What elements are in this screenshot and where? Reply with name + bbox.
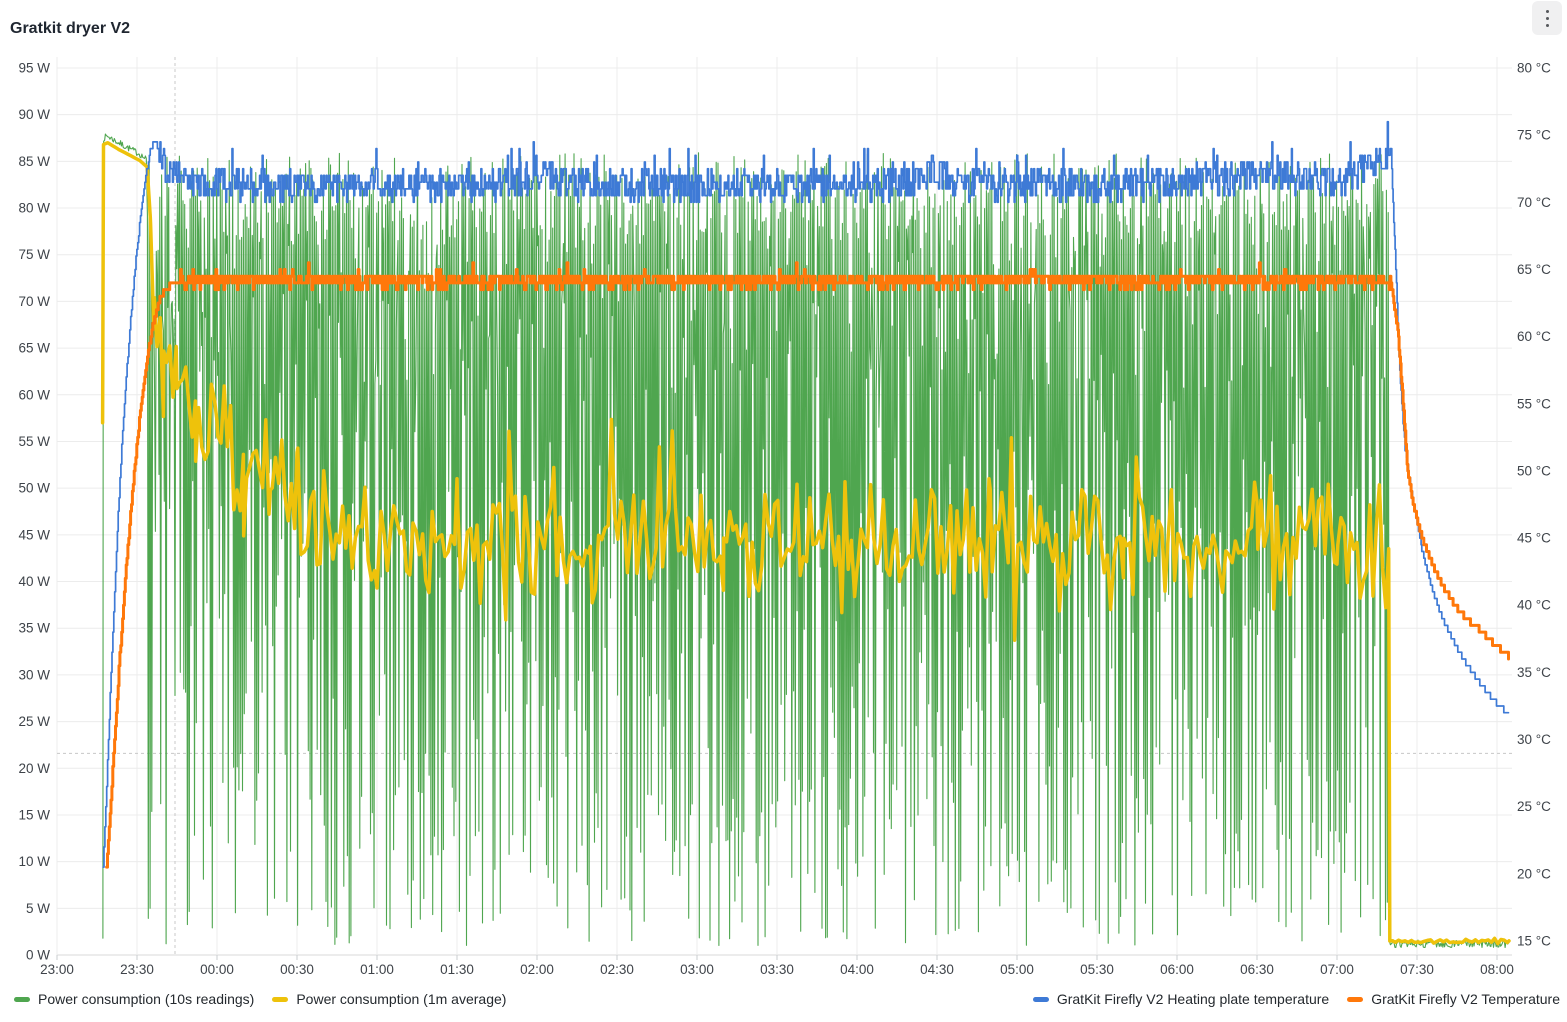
svg-text:05:30: 05:30 — [1080, 962, 1114, 977]
x-axis-labels: 23:00 23:30 00:00 00:30 01:00 01:30 02:00 02:30… — [40, 962, 1514, 977]
svg-text:06:00: 06:00 — [1160, 962, 1194, 977]
legend-label: GratKit Firefly V2 Temperature — [1371, 991, 1560, 1007]
svg-text:04:30: 04:30 — [920, 962, 954, 977]
svg-text:50 W: 50 W — [18, 481, 50, 496]
kebab-menu-icon — [1545, 9, 1549, 27]
svg-text:60 W: 60 W — [18, 387, 50, 402]
svg-text:30 W: 30 W — [18, 667, 50, 682]
legend: Power consumption (10s readings) Power co… — [0, 991, 1567, 1007]
svg-text:23:00: 23:00 — [40, 962, 74, 977]
panel-title[interactable]: Gratkit dryer V2 — [10, 20, 131, 38]
svg-text:40 W: 40 W — [18, 574, 50, 589]
left-axis-labels: 0 W 5 W 10 W 15 W 20 W 25 W 30 W 35 W 40 W 45 W 50… — [18, 61, 50, 963]
svg-text:55 W: 55 W — [18, 434, 50, 449]
legend-item[interactable]: Power consumption (10s readings) — [14, 991, 254, 1007]
svg-text:75 W: 75 W — [18, 247, 50, 262]
svg-text:70 °C: 70 °C — [1517, 195, 1551, 210]
svg-text:01:00: 01:00 — [360, 962, 394, 977]
svg-text:45 °C: 45 °C — [1517, 531, 1551, 546]
svg-text:25 W: 25 W — [18, 714, 50, 729]
svg-text:00:30: 00:30 — [280, 962, 314, 977]
svg-text:20 °C: 20 °C — [1517, 866, 1551, 881]
panel-menu-button[interactable] — [1532, 1, 1562, 35]
svg-text:40 °C: 40 °C — [1517, 598, 1551, 613]
series-chamber-temp — [105, 261, 1510, 869]
legend-label: Power consumption (10s readings) — [38, 991, 255, 1007]
svg-text:01:30: 01:30 — [440, 962, 474, 977]
svg-text:60 °C: 60 °C — [1517, 329, 1551, 344]
svg-text:03:00: 03:00 — [680, 962, 714, 977]
svg-text:06:30: 06:30 — [1240, 962, 1274, 977]
svg-text:80 °C: 80 °C — [1517, 61, 1551, 76]
svg-text:08:00: 08:00 — [1480, 962, 1514, 977]
series-power-1m — [100, 140, 1511, 946]
svg-text:55 °C: 55 °C — [1517, 396, 1551, 411]
svg-text:04:00: 04:00 — [840, 962, 874, 977]
svg-text:5 W: 5 W — [26, 901, 50, 916]
legend-item[interactable]: GratKit Firefly V2 Temperature — [1347, 991, 1560, 1007]
svg-text:07:30: 07:30 — [1400, 962, 1434, 977]
svg-text:20 W: 20 W — [18, 761, 50, 776]
svg-text:15 W: 15 W — [18, 807, 50, 822]
legend-swatch — [272, 996, 289, 1002]
series-heating-plate-temp — [102, 120, 1510, 868]
svg-text:65 W: 65 W — [18, 341, 50, 356]
svg-text:05:00: 05:00 — [1000, 962, 1034, 977]
svg-text:45 W: 45 W — [18, 527, 50, 542]
right-axis-labels: 15 °C 20 °C 25 °C 30 °C 35 °C 40 °C 45 °C 50 °C… — [1517, 61, 1551, 949]
svg-text:07:00: 07:00 — [1320, 962, 1354, 977]
svg-text:95 W: 95 W — [18, 61, 50, 76]
legend-swatch — [1032, 996, 1049, 1002]
svg-text:35 W: 35 W — [18, 621, 50, 636]
svg-text:03:30: 03:30 — [760, 962, 794, 977]
svg-text:35 °C: 35 °C — [1517, 665, 1551, 680]
legend-swatch — [1347, 996, 1364, 1002]
svg-text:00:00: 00:00 — [200, 962, 234, 977]
svg-text:90 W: 90 W — [18, 107, 50, 122]
legend-group-right: GratKit Firefly V2 Heating plate tempera… — [1032, 991, 1560, 1007]
time-series-chart[interactable]: 0 W 5 W 10 W 15 W 20 W 25 W 30 W 35 W 40 W 45 W 50… — [0, 0, 1567, 985]
svg-text:75 °C: 75 °C — [1517, 128, 1551, 143]
svg-text:85 W: 85 W — [18, 154, 50, 169]
svg-text:0 W: 0 W — [26, 948, 50, 963]
svg-text:25 °C: 25 °C — [1517, 799, 1551, 814]
legend-label: GratKit Firefly V2 Heating plate tempera… — [1056, 991, 1330, 1007]
legend-item[interactable]: GratKit Firefly V2 Heating plate tempera… — [1032, 991, 1330, 1007]
series-power-10s — [102, 133, 1510, 949]
svg-text:80 W: 80 W — [18, 201, 50, 216]
svg-text:23:30: 23:30 — [120, 962, 154, 977]
legend-label: Power consumption (1m average) — [296, 991, 507, 1007]
svg-text:10 W: 10 W — [18, 854, 50, 869]
svg-text:15 °C: 15 °C — [1517, 934, 1551, 949]
legend-item[interactable]: Power consumption (1m average) — [272, 991, 506, 1007]
svg-text:65 °C: 65 °C — [1517, 262, 1551, 277]
legend-group-left: Power consumption (10s readings) Power co… — [14, 991, 506, 1007]
legend-swatch — [14, 996, 30, 1002]
svg-text:70 W: 70 W — [18, 294, 50, 309]
svg-text:30 °C: 30 °C — [1517, 732, 1551, 747]
svg-text:50 °C: 50 °C — [1517, 463, 1551, 478]
svg-text:02:30: 02:30 — [600, 962, 634, 977]
svg-text:02:00: 02:00 — [520, 962, 554, 977]
